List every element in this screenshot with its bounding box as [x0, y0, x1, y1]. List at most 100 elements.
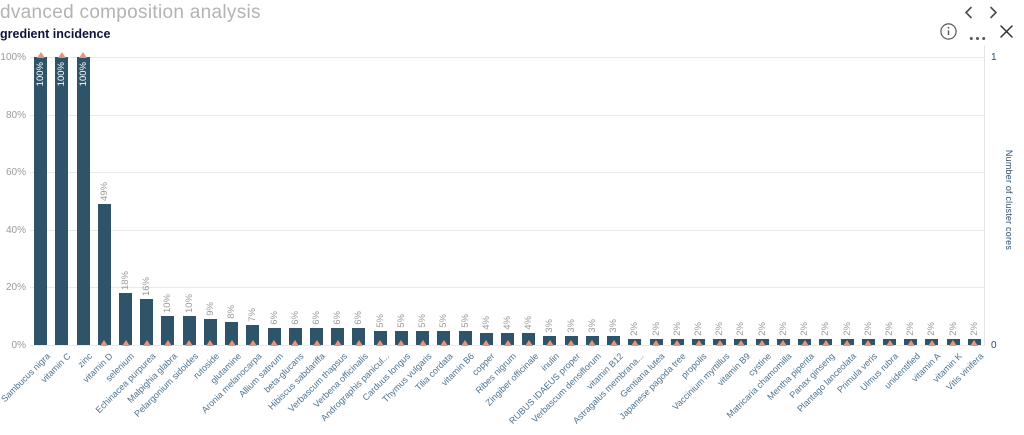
panel-prev-button[interactable]: [958, 4, 978, 24]
plot-right-border: [984, 46, 985, 346]
cluster-cores-marker-icon: [949, 340, 957, 346]
bar-value-label: 2%: [778, 322, 789, 336]
bar-value-label: 5%: [375, 314, 386, 328]
bar-value-label: 6%: [290, 311, 301, 325]
secondary-axis-tick-label: 0: [991, 340, 997, 351]
bar-value-label: 5%: [460, 314, 471, 328]
y-axis-tick-label: 60%: [5, 167, 26, 178]
panel-next-button[interactable]: [983, 4, 1003, 24]
cluster-cores-marker-icon: [695, 340, 703, 346]
bar[interactable]: [77, 57, 90, 345]
bar-value-label: 8%: [226, 305, 237, 319]
cluster-cores-marker-icon: [525, 340, 533, 346]
cluster-cores-marker-icon: [37, 52, 45, 58]
cluster-cores-marker-icon: [58, 52, 66, 58]
gridline: [30, 172, 985, 173]
bar-value-label: 2%: [863, 322, 874, 336]
cluster-cores-marker-icon: [79, 52, 87, 58]
cluster-cores-marker-icon: [482, 340, 490, 346]
bar[interactable]: [34, 57, 47, 345]
bar-value-label: 3%: [587, 319, 598, 333]
bar[interactable]: [119, 293, 132, 345]
cluster-cores-marker-icon: [567, 340, 575, 346]
cluster-cores-marker-icon: [461, 340, 469, 346]
gridline: [30, 287, 985, 288]
cluster-cores-marker-icon: [397, 340, 405, 346]
bar-value-label: 2%: [969, 322, 980, 336]
more-options-button[interactable]: [967, 26, 987, 46]
page-title: dvanced composition analysis: [0, 2, 261, 23]
bar-value-label: 4%: [523, 316, 534, 330]
bar-value-label: 2%: [714, 322, 725, 336]
bar[interactable]: [98, 204, 111, 345]
cluster-cores-marker-icon: [504, 340, 512, 346]
cluster-cores-marker-icon: [440, 340, 448, 346]
cluster-cores-marker-icon: [970, 340, 978, 346]
cluster-cores-marker-icon: [143, 340, 151, 346]
cluster-cores-marker-icon: [164, 340, 172, 346]
cluster-cores-marker-icon: [652, 340, 660, 346]
cluster-cores-marker-icon: [376, 340, 384, 346]
y-axis-tick-label: 100%: [0, 52, 26, 63]
y-axis-tick-label: 40%: [5, 225, 26, 236]
bar-value-label: 16%: [141, 276, 152, 296]
bar-value-label: 10%: [162, 293, 173, 313]
bar-value-label: 2%: [948, 322, 959, 336]
bar[interactable]: [161, 316, 174, 345]
cluster-cores-marker-icon: [185, 340, 193, 346]
cluster-cores-marker-icon: [928, 340, 936, 346]
bar-value-label: 2%: [884, 322, 895, 336]
info-icon: [939, 23, 957, 43]
cluster-cores-marker-icon: [822, 340, 830, 346]
bar-value-label: 5%: [396, 314, 407, 328]
cluster-cores-marker-icon: [779, 340, 787, 346]
bar-value-label: 6%: [332, 311, 343, 325]
bar-value-label: 2%: [905, 322, 916, 336]
cluster-cores-marker-icon: [907, 340, 915, 346]
cluster-cores-marker-icon: [419, 340, 427, 346]
bar-value-label: 10%: [184, 293, 195, 313]
cluster-cores-marker-icon: [588, 340, 596, 346]
close-icon: [999, 25, 1013, 41]
cluster-cores-marker-icon: [355, 340, 363, 346]
ellipsis-icon: [969, 29, 986, 44]
bar-value-label: 2%: [693, 322, 704, 336]
cluster-cores-marker-icon: [206, 340, 214, 346]
cluster-cores-marker-icon: [546, 340, 554, 346]
cluster-cores-marker-icon: [249, 340, 257, 346]
close-button[interactable]: [996, 23, 1016, 43]
bar[interactable]: [183, 316, 196, 345]
bar[interactable]: [225, 322, 238, 345]
cluster-cores-marker-icon: [864, 340, 872, 346]
y-axis-tick-label: 80%: [5, 110, 26, 121]
y-axis-tick-label: 0%: [11, 340, 26, 351]
cluster-cores-marker-icon: [737, 340, 745, 346]
bar-value-label: 6%: [311, 311, 322, 325]
cluster-cores-marker-icon: [610, 340, 618, 346]
bar-value-label: 7%: [247, 308, 258, 322]
bar-value-label: 6%: [269, 311, 280, 325]
gridline: [30, 230, 985, 231]
bar[interactable]: [204, 319, 217, 345]
bar-value-label: 2%: [757, 322, 768, 336]
bar-value-label: 49%: [99, 181, 110, 201]
cluster-cores-marker-icon: [716, 340, 724, 346]
bar-value-label: 18%: [120, 270, 131, 290]
bar-value-label: 100%: [56, 62, 67, 87]
bar-value-label: 2%: [651, 322, 662, 336]
bar-value-label: 2%: [820, 322, 831, 336]
cluster-cores-marker-icon: [100, 340, 108, 346]
cluster-cores-marker-icon: [801, 340, 809, 346]
cluster-cores-marker-icon: [291, 340, 299, 346]
info-button[interactable]: [938, 23, 958, 43]
gridline: [30, 115, 985, 116]
cluster-cores-marker-icon: [270, 340, 278, 346]
bar[interactable]: [140, 299, 153, 345]
gridline: [30, 57, 985, 58]
bar[interactable]: [55, 57, 68, 345]
bar-value-label: 4%: [502, 316, 513, 330]
chevron-right-icon: [989, 6, 998, 22]
bar-value-label: 4%: [481, 316, 492, 330]
bar-value-label: 5%: [438, 314, 449, 328]
